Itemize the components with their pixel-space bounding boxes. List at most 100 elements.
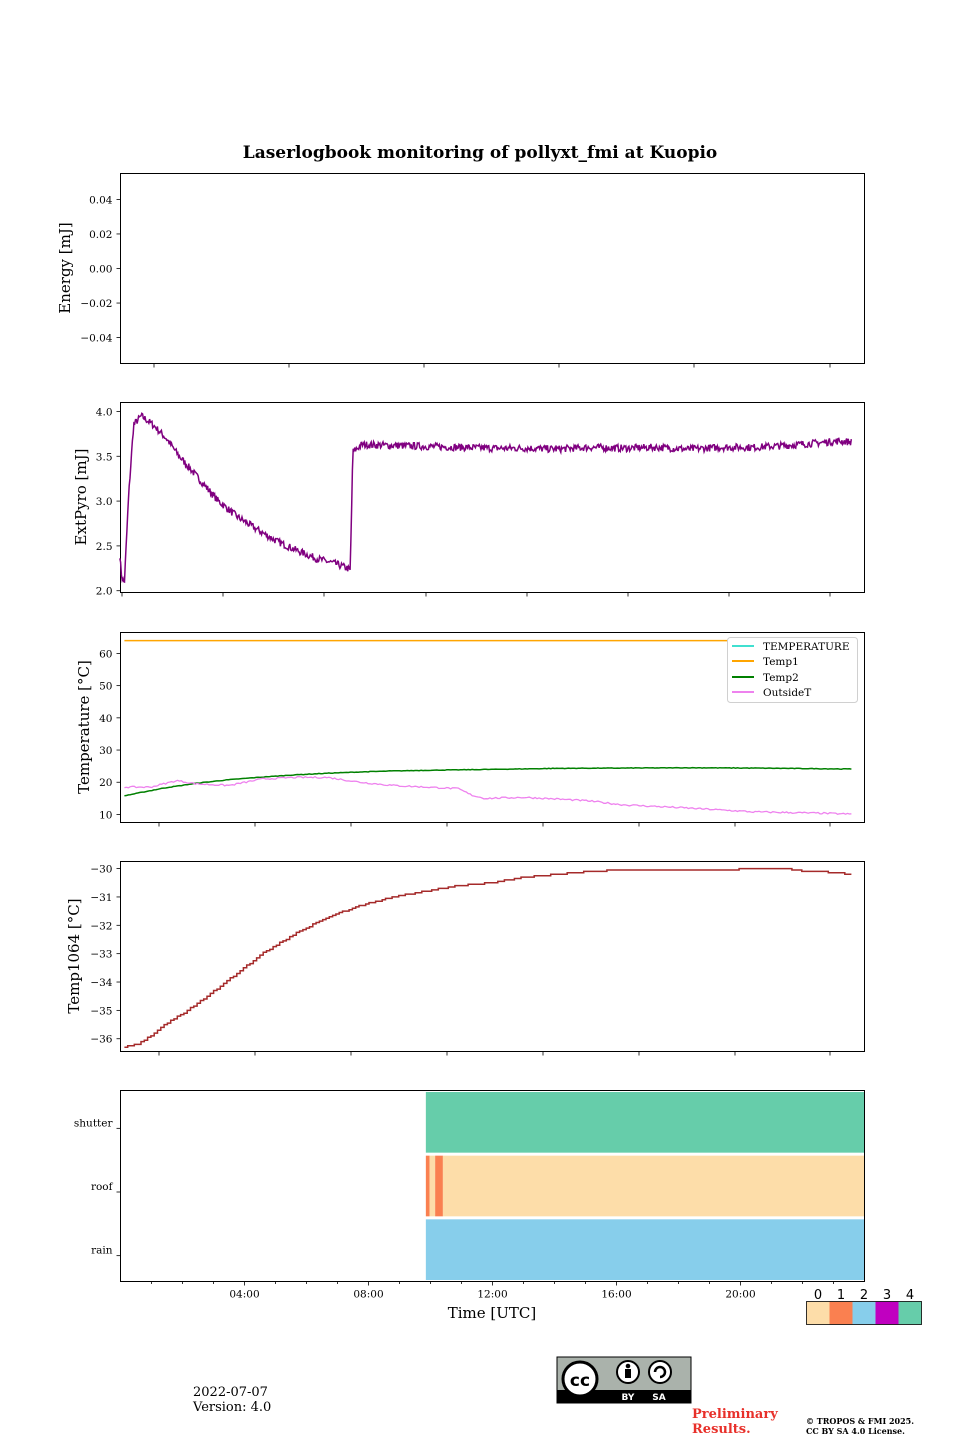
- extpyro-ylabel: ExtPyro [mJ]: [72, 449, 90, 546]
- colorbar-cell: [806, 1301, 830, 1325]
- temp1064-ytick-label: −33: [90, 949, 112, 961]
- preliminary-results-line1: Preliminary: [692, 1407, 778, 1422]
- colorbar-cells: [806, 1301, 922, 1325]
- cc-logo-icon: [561, 1360, 599, 1398]
- temp1064-ytick-label: −35: [90, 1005, 112, 1017]
- legend-label-temp2: Temp2: [763, 672, 799, 684]
- cc-license-badge: cc BY SA: [556, 1356, 692, 1404]
- temp1064-ytick-label: −31: [90, 892, 112, 904]
- cc-logo-text: cc: [570, 1371, 590, 1391]
- temp1064-ytick-label: −32: [90, 920, 112, 932]
- status-row-labels: shutter roof rain: [74, 1117, 121, 1257]
- extpyro-ytick-label: 4.0: [96, 406, 113, 418]
- temperature-axes-frame: [120, 632, 865, 823]
- extpyro-ytick-label: 2.0: [96, 586, 113, 598]
- colorbar-cell: [852, 1301, 876, 1325]
- status-xtick-label: 04:00: [229, 1289, 259, 1301]
- temp1064-x-ticks: [158, 1051, 831, 1056]
- colorbar-label: 2: [860, 1288, 868, 1303]
- temp1064-ytick-label: −30: [90, 864, 112, 876]
- temperature-ytick-label: 20: [99, 777, 112, 789]
- temp1064-ylabel: Temp1064 [°C]: [65, 898, 83, 1013]
- status-segment-rain: [425, 1219, 865, 1280]
- legend-label-temperature: TEMPERATURE: [763, 641, 850, 653]
- status-segments: [425, 1092, 865, 1280]
- colorbar-frame: [806, 1301, 922, 1325]
- status-row-label: rain: [91, 1245, 113, 1257]
- temp1064-series-line: [124, 867, 852, 1048]
- temperature-panel: 60 50 40 30 20 10 Temperature [°C] TEMPERATUR…: [75, 632, 865, 827]
- energy-ytick-label: 0.00: [89, 264, 112, 276]
- energy-ylabel: Energy [mJ]: [56, 222, 74, 313]
- extpyro-ytick-label: 3.5: [96, 451, 113, 463]
- extpyro-axes-frame: [120, 402, 865, 593]
- colorbar-cell: [875, 1301, 899, 1325]
- energy-x-ticks: [153, 363, 831, 368]
- extpyro-ytick-label: 2.5: [96, 541, 113, 553]
- extpyro-x-ticks: [121, 592, 831, 597]
- status-row-label: roof: [91, 1181, 114, 1193]
- colorbar-cell: [898, 1301, 922, 1325]
- temp1064-ytick-label: −36: [90, 1034, 112, 1046]
- colorbar-label: 1: [837, 1288, 845, 1303]
- status-xlabel: Time [UTC]: [448, 1304, 537, 1322]
- temp1064-y-ticks: −30 −31 −32 −33 −34 −35 −36: [90, 864, 121, 1046]
- energy-ytick-label: −0.02: [80, 298, 112, 310]
- preliminary-results-line2: Results.: [692, 1422, 751, 1437]
- copyright-line1: © TROPOS & FMI 2025.: [806, 1416, 914, 1426]
- attribution-person-body: [625, 1369, 631, 1378]
- energy-ytick-label: −0.04: [80, 333, 112, 345]
- attribution-person-head: [625, 1363, 631, 1369]
- cc-by-label: BY: [622, 1393, 635, 1403]
- share-alike-icon: [648, 1360, 672, 1384]
- extpyro-series-line: [119, 412, 853, 584]
- energy-panel: 0.04 0.02 0.00 −0.02 −0.04 Energy [mJ]: [56, 173, 865, 368]
- temp1064-axes-frame: [120, 861, 865, 1052]
- temperature-ytick-label: 30: [99, 745, 112, 757]
- status-x-ticks: 04:00 08:00 12:00 16:00 20:00: [151, 1281, 834, 1301]
- share-alike-arrow: [653, 1365, 667, 1379]
- temperature-y-ticks: 60 50 40 30 20 10: [99, 648, 121, 821]
- status-row-label: shutter: [74, 1117, 114, 1129]
- extpyro-ytick-label: 3.0: [96, 496, 113, 508]
- status-xtick-label: 08:00: [353, 1289, 383, 1301]
- energy-ytick-label: 0.04: [89, 194, 113, 206]
- temperature-ytick-label: 10: [99, 809, 112, 821]
- status-segment-roof: [435, 1155, 443, 1217]
- legend-box: [727, 637, 858, 703]
- status-segment-shutter: [425, 1092, 865, 1153]
- footer-date: 2022-07-07: [193, 1385, 268, 1400]
- colorbar-label: 3: [883, 1288, 891, 1303]
- energy-y-ticks: 0.04 0.02 0.00 −0.02 −0.04: [80, 194, 121, 345]
- status-segment-roof: [442, 1155, 865, 1217]
- status-xtick-label: 12:00: [477, 1289, 507, 1301]
- temperature-legend: TEMPERATURE Temp1 Temp2 OutsideT: [727, 637, 858, 703]
- temp1064-panel: −30 −31 −32 −33 −34 −35 −36 Temp1064 [°C]: [65, 861, 865, 1056]
- extpyro-panel: 4.0 3.5 3.0 2.5 2.0 ExtPyro [mJ]: [72, 402, 865, 598]
- status-segment-roof: [429, 1155, 436, 1217]
- status-xtick-label: 20:00: [725, 1289, 755, 1301]
- temp2-series-line: [124, 766, 852, 797]
- copyright-line2: CC BY SA 4.0 License.: [806, 1426, 905, 1436]
- legend-label-temp1: Temp1: [763, 656, 799, 668]
- colorbar-cell: [829, 1301, 853, 1325]
- temperature-ylabel: Temperature [°C]: [75, 660, 93, 794]
- status-segment-roof: [425, 1155, 430, 1217]
- status-xtick-label: 16:00: [601, 1289, 631, 1301]
- status-panel: shutter roof rain 04:00 08:00 12:00 16:00 20:0…: [74, 1090, 865, 1322]
- legend-label-outsidet: OutsideT: [763, 687, 811, 699]
- colorbar-label: 4: [906, 1288, 914, 1303]
- temperature-ytick-label: 40: [99, 713, 112, 725]
- temperature-x-ticks: [158, 822, 831, 827]
- outsidet-series-line: [124, 775, 852, 815]
- extpyro-y-ticks: 4.0 3.5 3.0 2.5 2.0: [96, 406, 121, 598]
- energy-axes-frame: [120, 173, 865, 364]
- temp1064-ytick-label: −34: [90, 977, 112, 989]
- energy-ytick-label: 0.02: [89, 229, 112, 241]
- footer-version: Version: 4.0: [192, 1400, 271, 1415]
- cc-sa-label: SA: [652, 1393, 665, 1403]
- colorbar-label: 0: [814, 1288, 822, 1303]
